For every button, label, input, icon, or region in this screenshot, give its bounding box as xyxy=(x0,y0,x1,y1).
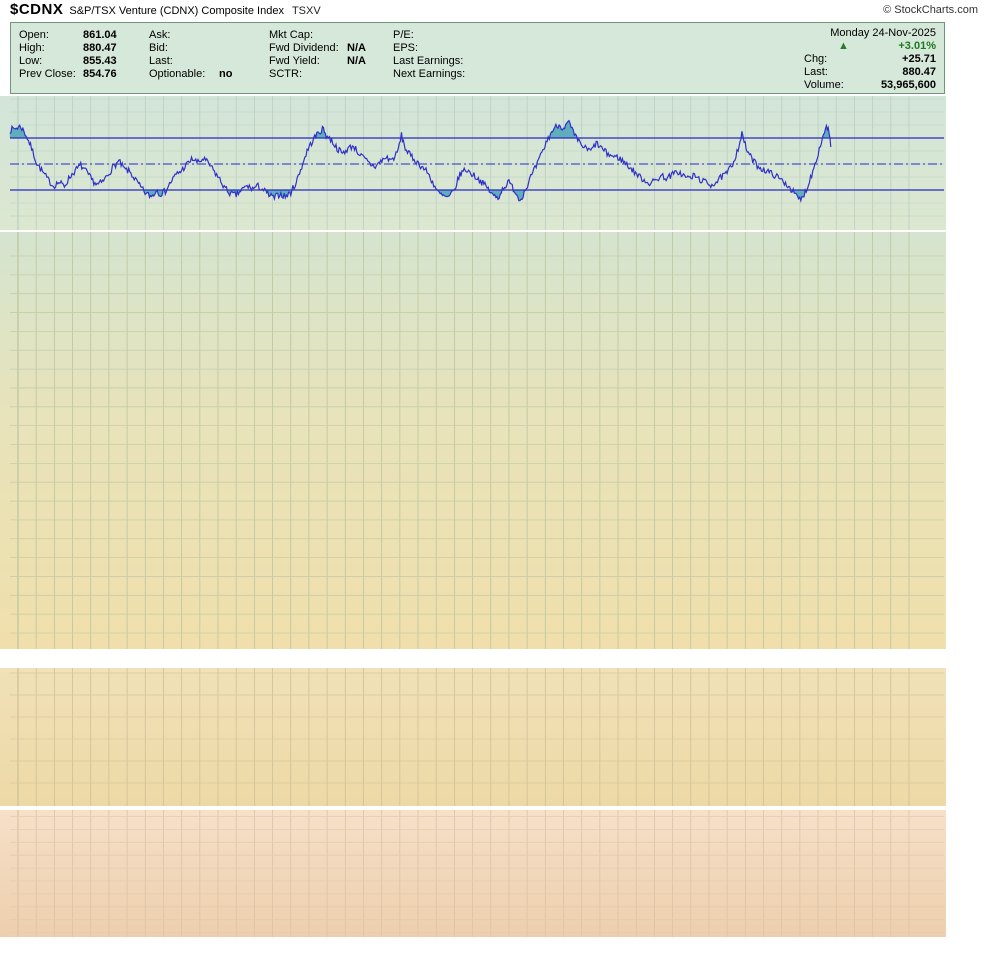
quote-value: 880.47 xyxy=(83,42,117,54)
quote-value: N/A xyxy=(347,55,366,67)
stochastic-panel xyxy=(0,810,946,937)
quote-panel: Open: 861.04 High: 880.47 Low: 855.43 Prev … xyxy=(10,22,945,94)
change-value: +25.71 xyxy=(902,53,936,65)
quote-label: Volume: xyxy=(804,79,844,91)
quote-summary: Monday 24-Nov-2025 ▲ +3.01% Chg: +25.71 La… xyxy=(804,27,936,92)
exchange-label: TSXV xyxy=(291,5,321,17)
quote-value: no xyxy=(219,68,233,80)
quote-date: Monday 24-Nov-2025 xyxy=(830,27,936,39)
quote-label: P/E: xyxy=(393,29,414,41)
percent-change: +3.01% xyxy=(898,40,936,52)
quote-label: Ask: xyxy=(149,29,171,41)
quote-label: Prev Close: xyxy=(19,68,76,80)
rsi-plot xyxy=(9,119,944,203)
title-bar: $CDNX S&P/TSX Venture (CDNX) Composite In… xyxy=(10,1,982,21)
ticker-symbol: $CDNX xyxy=(10,1,64,18)
index-name: S&P/TSX Venture (CDNX) Composite Index xyxy=(69,5,284,17)
quote-label: Next Earnings: xyxy=(393,68,466,80)
quote-label: Bid: xyxy=(149,42,168,54)
up-triangle-icon: ▲ xyxy=(838,40,849,52)
quote-column-bidask: Ask: Bid: Last: Optionable: no xyxy=(149,29,232,81)
quote-value: 855.43 xyxy=(83,55,117,67)
quote-label: Fwd Yield: xyxy=(269,55,320,67)
rsi-panel xyxy=(0,96,946,230)
rsi-line xyxy=(9,119,832,203)
quote-label: Last: xyxy=(804,66,828,78)
last-value: 880.47 xyxy=(902,66,936,78)
quote-value: 854.76 xyxy=(83,68,117,80)
quote-column-fundamentals: Mkt Cap: Fwd Dividend: N/A Fwd Yield: N/A … xyxy=(269,29,366,81)
quote-label: Chg: xyxy=(804,53,828,65)
quote-label: Last: xyxy=(149,55,173,67)
volume-panel xyxy=(0,668,946,806)
quote-value: N/A xyxy=(347,42,366,54)
quote-label: Low: xyxy=(19,55,43,67)
quote-label: Mkt Cap: xyxy=(269,29,314,41)
price-panel xyxy=(0,232,946,649)
stockcharts-credit: © StockCharts.com xyxy=(883,4,978,16)
quote-column-earnings: P/E: EPS: Last Earnings: Next Earnings: xyxy=(393,29,479,81)
quote-label: Last Earnings: xyxy=(393,55,464,67)
quote-value: 861.04 xyxy=(83,29,117,41)
quote-column-ohlc: Open: 861.04 High: 880.47 Low: 855.43 Prev … xyxy=(19,29,117,81)
quote-label: SCTR: xyxy=(269,68,302,80)
quote-label: EPS: xyxy=(393,42,419,54)
quote-label: Open: xyxy=(19,29,49,41)
volume-value: 53,965,600 xyxy=(880,79,936,91)
quote-label: Optionable: xyxy=(149,68,206,80)
quote-label: Fwd Dividend: xyxy=(269,42,339,54)
quote-label: High: xyxy=(19,42,45,54)
